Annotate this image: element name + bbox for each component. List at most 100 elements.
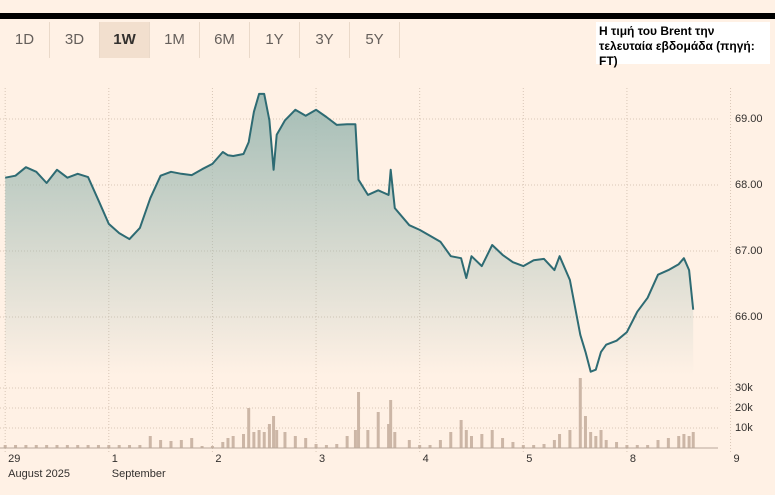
x-sublabel: August 2025 <box>8 468 70 480</box>
volume-bar <box>267 424 271 448</box>
x-tick-label: 3 <box>319 453 325 465</box>
volume-bar <box>459 420 463 448</box>
range-tab[interactable]: 1D <box>0 22 50 58</box>
top-bar <box>0 13 775 19</box>
volume-bar <box>138 445 142 448</box>
x-sublabel: September <box>112 468 166 480</box>
volume-bar <box>521 445 525 448</box>
volume-bar <box>275 430 279 448</box>
volume-bar <box>128 445 132 448</box>
volume-bar <box>55 445 59 448</box>
y-tick-label: 66.00 <box>735 311 763 323</box>
volume-bar <box>428 445 432 448</box>
volume-bar <box>357 392 361 448</box>
volume-bar <box>210 446 214 448</box>
volume-bar <box>107 445 111 448</box>
range-tab[interactable]: 5Y <box>350 22 400 58</box>
volume-bar <box>376 412 380 448</box>
volume-bar <box>262 432 266 448</box>
volume-bar <box>324 445 328 448</box>
volume-bar <box>226 438 230 448</box>
volume-bar <box>687 436 691 448</box>
volume-bar <box>335 444 339 448</box>
y-tick-label: 68.00 <box>735 179 763 191</box>
y2-tick-label: 30k <box>735 382 753 394</box>
volume-bar <box>14 445 18 448</box>
range-tab[interactable]: 3Y <box>300 22 350 58</box>
y2-tick-label: 10k <box>735 422 753 434</box>
volume-bar <box>389 400 393 448</box>
volume-bar <box>682 434 686 448</box>
volume-bar <box>438 440 442 448</box>
volume-bar <box>387 424 391 448</box>
volume-bar <box>242 434 246 448</box>
volume-bar <box>656 440 660 448</box>
volume-bar <box>345 436 349 448</box>
volume-bar <box>589 432 593 448</box>
volume-bar <box>252 432 256 448</box>
volume-bar <box>117 445 121 448</box>
volume-bar <box>490 430 494 448</box>
volume-bar <box>3 445 7 448</box>
volume-bar <box>552 440 556 448</box>
volume-bar <box>65 445 69 448</box>
volume-bar <box>86 445 90 448</box>
volume-bar <box>604 440 608 448</box>
volume-bar <box>272 416 276 448</box>
volume-bar <box>449 432 453 448</box>
volume-bar <box>76 445 80 448</box>
range-tab[interactable]: 1Y <box>250 22 300 58</box>
price-line <box>5 92 695 373</box>
volume-bar <box>407 440 411 448</box>
volume-bar <box>480 434 484 448</box>
volume-bar <box>283 432 287 448</box>
volume-bar <box>594 436 598 448</box>
volume-bar <box>568 430 572 448</box>
chart-title: Η τιμή του Brent την τελευταία εβδομάδα … <box>596 22 770 68</box>
volume-bar <box>231 436 235 448</box>
y2-tick-label: 20k <box>735 402 753 414</box>
volume-bar <box>366 430 370 448</box>
range-tab[interactable]: 1W <box>100 22 150 58</box>
x-tick-label: 1 <box>112 453 118 465</box>
range-tab[interactable]: 6M <box>200 22 250 58</box>
volume-bar <box>677 436 681 448</box>
volume-bar <box>304 438 308 448</box>
volume-bar <box>24 445 28 448</box>
volume-bar <box>646 445 650 448</box>
volume-bar <box>511 442 515 448</box>
x-tick-label: 5 <box>526 453 532 465</box>
volume-bar <box>247 408 251 448</box>
volume-bar <box>464 430 468 448</box>
volume-bar <box>393 432 397 448</box>
x-tick-label: 2 <box>215 453 221 465</box>
volume-bar <box>169 441 173 448</box>
volume-bar <box>96 445 100 448</box>
volume-bar <box>45 445 49 448</box>
range-tabs: 1D 3D 1W 1M 6M 1Y 3Y 5Y <box>0 22 400 58</box>
volume-bar <box>221 442 225 448</box>
volume-bar <box>148 436 152 448</box>
x-tick-label: 8 <box>630 453 636 465</box>
volume-bar <box>691 432 695 448</box>
volume-bar <box>418 445 422 448</box>
volume-bar <box>578 378 582 448</box>
volume-bar <box>200 446 204 448</box>
volume-bar <box>469 436 473 448</box>
range-tab[interactable]: 3D <box>50 22 100 58</box>
volume-bar <box>293 436 297 448</box>
volume-bar <box>257 430 261 448</box>
range-tab[interactable]: 1M <box>150 22 200 58</box>
volume-bar <box>542 444 546 448</box>
y-tick-label: 69.00 <box>735 113 763 125</box>
volume-bar <box>666 438 670 448</box>
volume-bar <box>625 445 629 448</box>
x-tick-label: 29 <box>8 453 20 465</box>
y-tick-label: 67.00 <box>735 245 763 257</box>
volume-bar <box>353 430 357 448</box>
x-tick-label: 9 <box>734 453 740 465</box>
volume-bar <box>583 416 587 448</box>
volume-bar <box>190 438 194 448</box>
